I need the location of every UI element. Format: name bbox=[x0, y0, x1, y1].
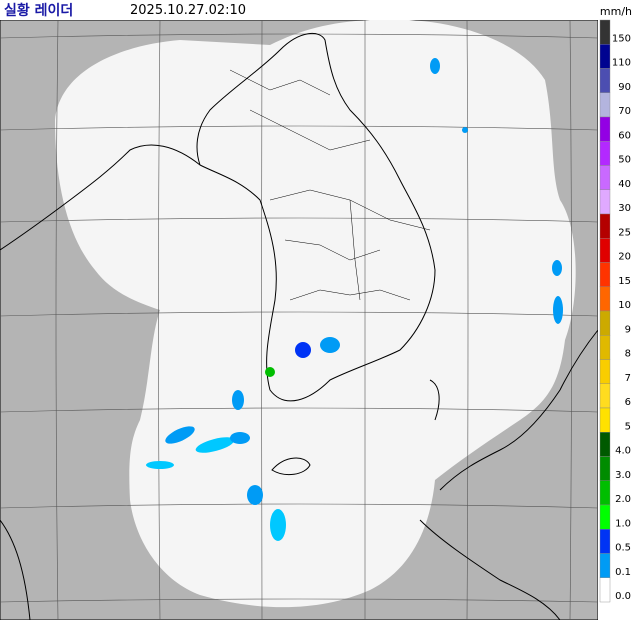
legend-label: 0.5 bbox=[615, 543, 631, 554]
legend-swatch bbox=[599, 310, 611, 336]
legend-label: 4.0 bbox=[615, 446, 631, 457]
legend-label: 30 bbox=[618, 203, 631, 214]
timestamp: 2025.10.27.02:10 bbox=[130, 3, 246, 18]
legend-swatch bbox=[599, 335, 611, 360]
legend-label: 6 bbox=[625, 397, 631, 408]
legend-swatch bbox=[599, 456, 611, 481]
legend-label: 2.0 bbox=[615, 494, 631, 505]
legend-label: 150 bbox=[612, 33, 631, 44]
legend-label: 50 bbox=[618, 155, 631, 166]
graticule bbox=[0, 19, 599, 620]
legend-swatch bbox=[599, 407, 611, 433]
legend-label: 60 bbox=[618, 130, 631, 141]
legend-swatch bbox=[599, 432, 611, 457]
radar-coverage bbox=[55, 19, 576, 608]
legend-label: 1.0 bbox=[615, 518, 631, 529]
legend-swatch bbox=[599, 92, 611, 118]
legend-label: 15 bbox=[618, 276, 631, 287]
legend-label: 110 bbox=[612, 58, 631, 69]
legend-label: 0.0 bbox=[615, 591, 631, 602]
legend-label: 20 bbox=[618, 252, 631, 263]
legend-swatch bbox=[599, 553, 611, 578]
legend-swatch bbox=[599, 19, 611, 45]
province-borders bbox=[229, 69, 431, 301]
legend-swatch bbox=[599, 529, 611, 554]
legend-swatch bbox=[599, 480, 611, 506]
unit-label: mm/h bbox=[600, 5, 632, 18]
legend-swatch bbox=[599, 213, 611, 239]
legend-swatch bbox=[599, 262, 611, 287]
legend-label: 10 bbox=[618, 300, 631, 311]
coastline bbox=[0, 32, 599, 620]
legend-swatch bbox=[599, 68, 611, 93]
legend-label: 25 bbox=[618, 227, 631, 238]
title: 실황 레이더 bbox=[4, 2, 73, 19]
legend-swatch bbox=[599, 141, 611, 166]
legend-swatch bbox=[599, 504, 611, 530]
legend-swatch bbox=[599, 383, 611, 409]
header-bar bbox=[0, 0, 635, 20]
legend-swatch bbox=[599, 286, 611, 312]
precipitation bbox=[146, 58, 563, 541]
legend-swatch bbox=[599, 44, 611, 69]
legend-swatch bbox=[599, 189, 611, 215]
legend-swatch bbox=[599, 238, 611, 263]
legend-label: 5 bbox=[625, 421, 631, 432]
legend-label: 0.1 bbox=[615, 567, 631, 578]
legend-label: 70 bbox=[618, 106, 631, 117]
legend-label: 3.0 bbox=[615, 470, 631, 481]
legend-swatch bbox=[599, 165, 611, 190]
legend-label: 8 bbox=[625, 349, 631, 360]
legend-swatch bbox=[599, 359, 611, 384]
legend-swatch bbox=[599, 116, 611, 142]
legend-label: 9 bbox=[625, 324, 631, 335]
legend-swatch bbox=[599, 577, 611, 603]
legend-label: 40 bbox=[618, 179, 631, 190]
legend-label: 90 bbox=[618, 82, 631, 93]
legend-label: 7 bbox=[625, 373, 631, 384]
legend: 150 110 90 70 60 50 40 30 25 20 15 10 9 8 7 6 5 4.0 3.0 2.0… bbox=[599, 19, 631, 603]
